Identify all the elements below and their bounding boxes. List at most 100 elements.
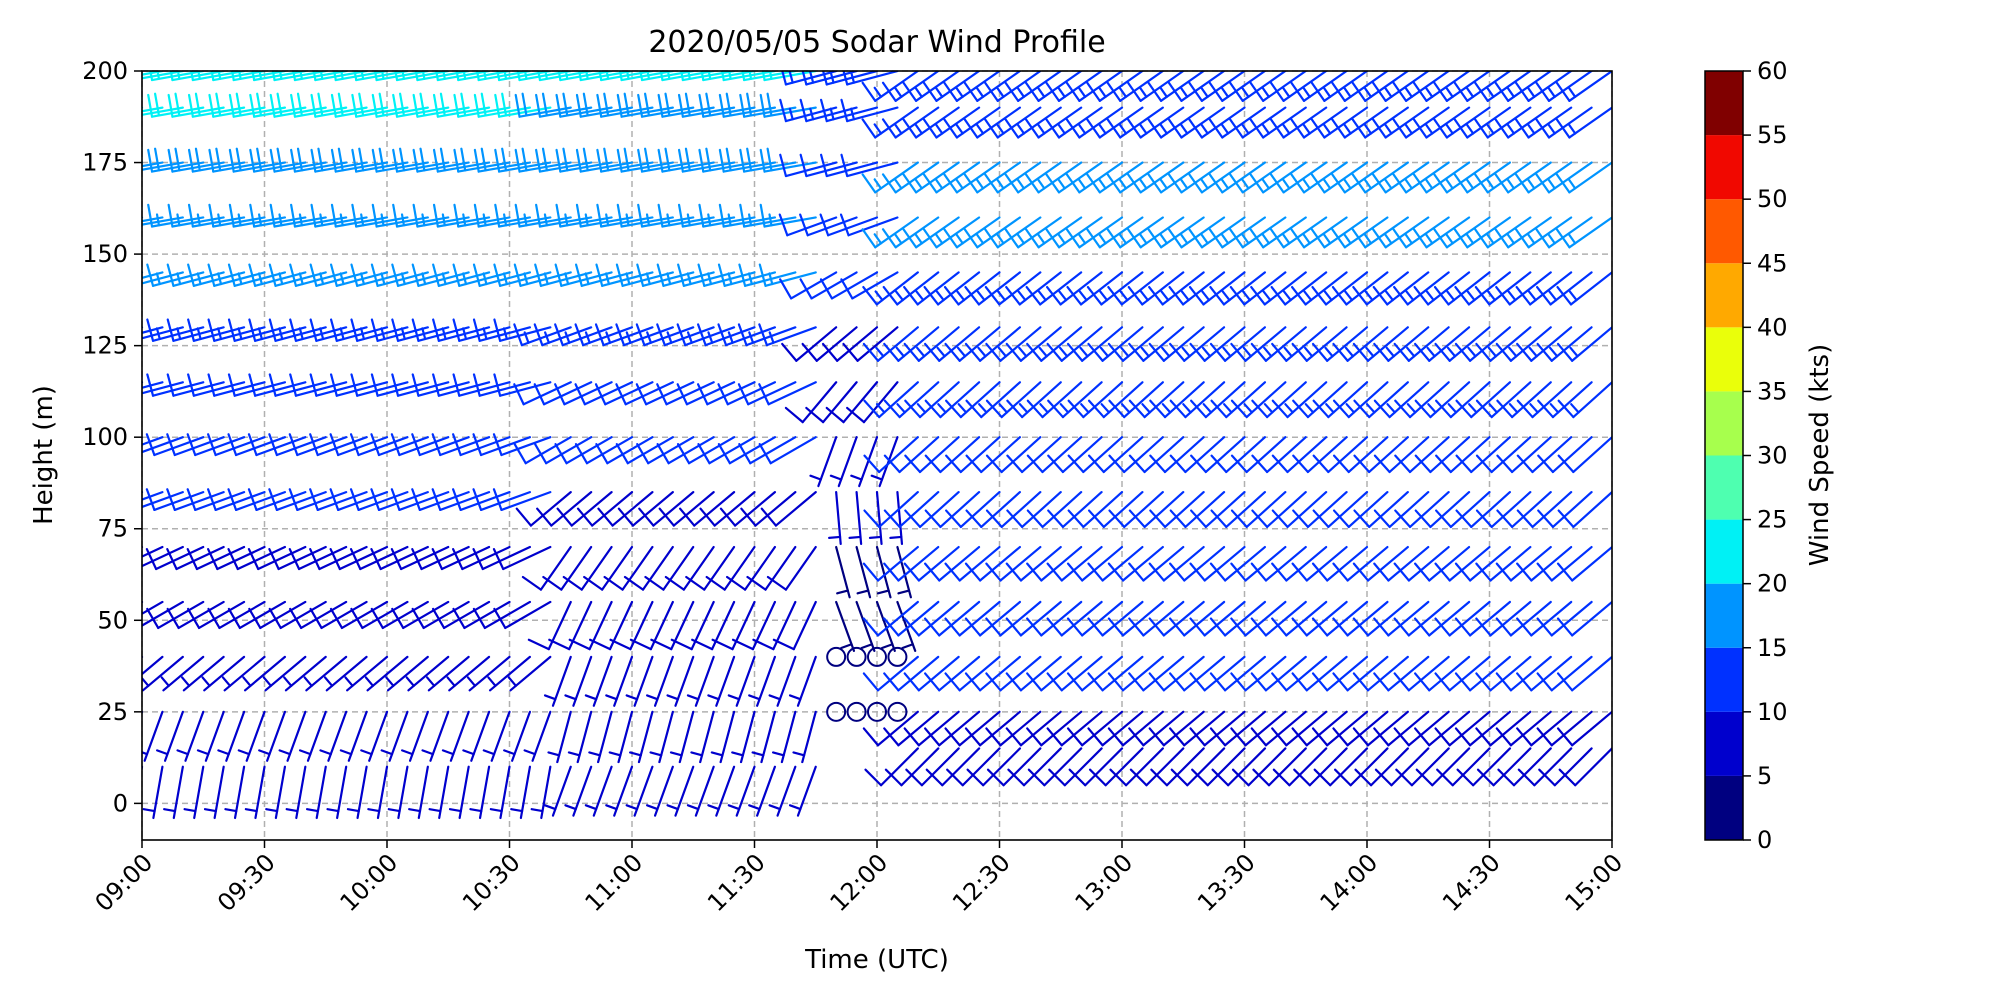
wind-barb xyxy=(412,203,470,228)
wind-barb xyxy=(1088,747,1144,787)
wind-barb xyxy=(1250,545,1307,582)
wind-barb xyxy=(227,433,287,457)
wind-barb xyxy=(1087,655,1144,692)
wind-barb xyxy=(1065,216,1124,249)
wind-barb xyxy=(1555,106,1612,139)
wind-barb xyxy=(1558,747,1612,787)
wind-barb xyxy=(1189,600,1246,637)
wind-barb xyxy=(1191,747,1246,787)
wind-barb xyxy=(1433,161,1491,194)
wind-barb xyxy=(1024,161,1083,194)
wind-barb xyxy=(1269,106,1328,139)
wind-barb xyxy=(288,488,348,512)
wind-barb xyxy=(1514,106,1573,139)
wind-barb xyxy=(1004,71,1062,102)
wind-barb xyxy=(472,488,532,512)
wind-barb xyxy=(1475,381,1532,419)
wind-barb xyxy=(985,710,1042,747)
colorbar-tick-label: 60 xyxy=(1757,57,1788,85)
wind-barb xyxy=(306,765,327,820)
wind-barb xyxy=(1434,545,1491,582)
wind-barb xyxy=(603,545,654,591)
wind-barb xyxy=(862,326,919,362)
wind-barb xyxy=(431,545,491,571)
wind-barb xyxy=(1353,381,1409,419)
wind-barb xyxy=(412,147,470,173)
wind-barb xyxy=(1250,271,1307,306)
wind-barb xyxy=(431,600,491,630)
wind-barb xyxy=(1514,71,1573,102)
wind-barb xyxy=(1087,600,1144,637)
wind-barb xyxy=(637,147,695,173)
wind-barb xyxy=(1210,491,1267,529)
wind-barb xyxy=(1474,271,1532,306)
wind-barb xyxy=(737,381,797,406)
wind-barb xyxy=(778,213,838,237)
wind-barb xyxy=(1536,655,1593,692)
wind-barb xyxy=(203,765,225,820)
wind-barb xyxy=(758,381,817,406)
wind-barb xyxy=(1351,216,1409,249)
wind-barb xyxy=(575,92,634,118)
wind-barb xyxy=(1209,271,1267,306)
wind-barb xyxy=(530,765,552,820)
wind-barb xyxy=(1454,271,1512,306)
wind-barb xyxy=(985,545,1042,582)
wind-barb xyxy=(1086,216,1144,249)
wind-barb xyxy=(964,600,1022,637)
wind-barb xyxy=(1454,600,1512,637)
wind-barb xyxy=(669,710,695,764)
wind-barb xyxy=(896,600,917,652)
wind-barb xyxy=(903,600,960,637)
wind-barb xyxy=(514,147,572,173)
wind-barb xyxy=(292,71,348,82)
wind-barb xyxy=(924,600,981,637)
wind-barb xyxy=(333,71,389,82)
wind-barb xyxy=(451,545,511,571)
wind-barb xyxy=(902,216,960,249)
wind-barb xyxy=(905,747,960,787)
wind-barb xyxy=(1148,655,1205,692)
wind-barb xyxy=(904,436,960,474)
wind-barb xyxy=(142,765,164,820)
wind-barb xyxy=(394,71,450,82)
wind-barb xyxy=(616,147,674,173)
wind-barb xyxy=(268,600,327,630)
wind-barb xyxy=(492,488,552,512)
wind-barb xyxy=(269,203,327,228)
colorbar-bin xyxy=(1705,391,1743,456)
wind-barb xyxy=(1393,655,1450,692)
wind-barb xyxy=(1026,600,1083,637)
wind-barb xyxy=(943,71,1001,102)
wind-barb xyxy=(453,147,511,173)
wind-barb xyxy=(1353,436,1409,474)
wind-barb xyxy=(1292,436,1348,474)
wind-barb xyxy=(1455,436,1512,474)
wind-barb xyxy=(629,710,654,764)
wind-barb xyxy=(1372,271,1430,306)
wind-barb xyxy=(208,147,266,173)
wind-barb xyxy=(725,545,777,591)
wind-barb xyxy=(441,710,470,762)
wind-barb xyxy=(370,545,429,571)
x-tick-label: 13:00 xyxy=(1070,848,1139,917)
wind-barb xyxy=(1475,710,1532,747)
wind-barb xyxy=(1373,655,1430,692)
wind-barb xyxy=(207,433,266,457)
wind-barb xyxy=(533,381,593,406)
wind-barb xyxy=(965,381,1022,419)
wind-barb xyxy=(1412,106,1471,139)
colorbar-tick-label: 30 xyxy=(1757,442,1788,470)
wind-barb xyxy=(349,545,409,571)
wind-barb xyxy=(1006,381,1062,419)
wind-barb xyxy=(142,381,184,395)
wind-barb xyxy=(1292,491,1348,529)
wind-barb xyxy=(1394,436,1450,474)
wind-barb xyxy=(809,436,838,488)
wind-barb xyxy=(262,655,307,692)
wind-barb xyxy=(1557,491,1612,529)
wind-barb xyxy=(1168,271,1226,306)
wind-barb xyxy=(147,147,205,173)
wind-barb xyxy=(183,765,205,820)
wind-barb xyxy=(1374,747,1430,787)
